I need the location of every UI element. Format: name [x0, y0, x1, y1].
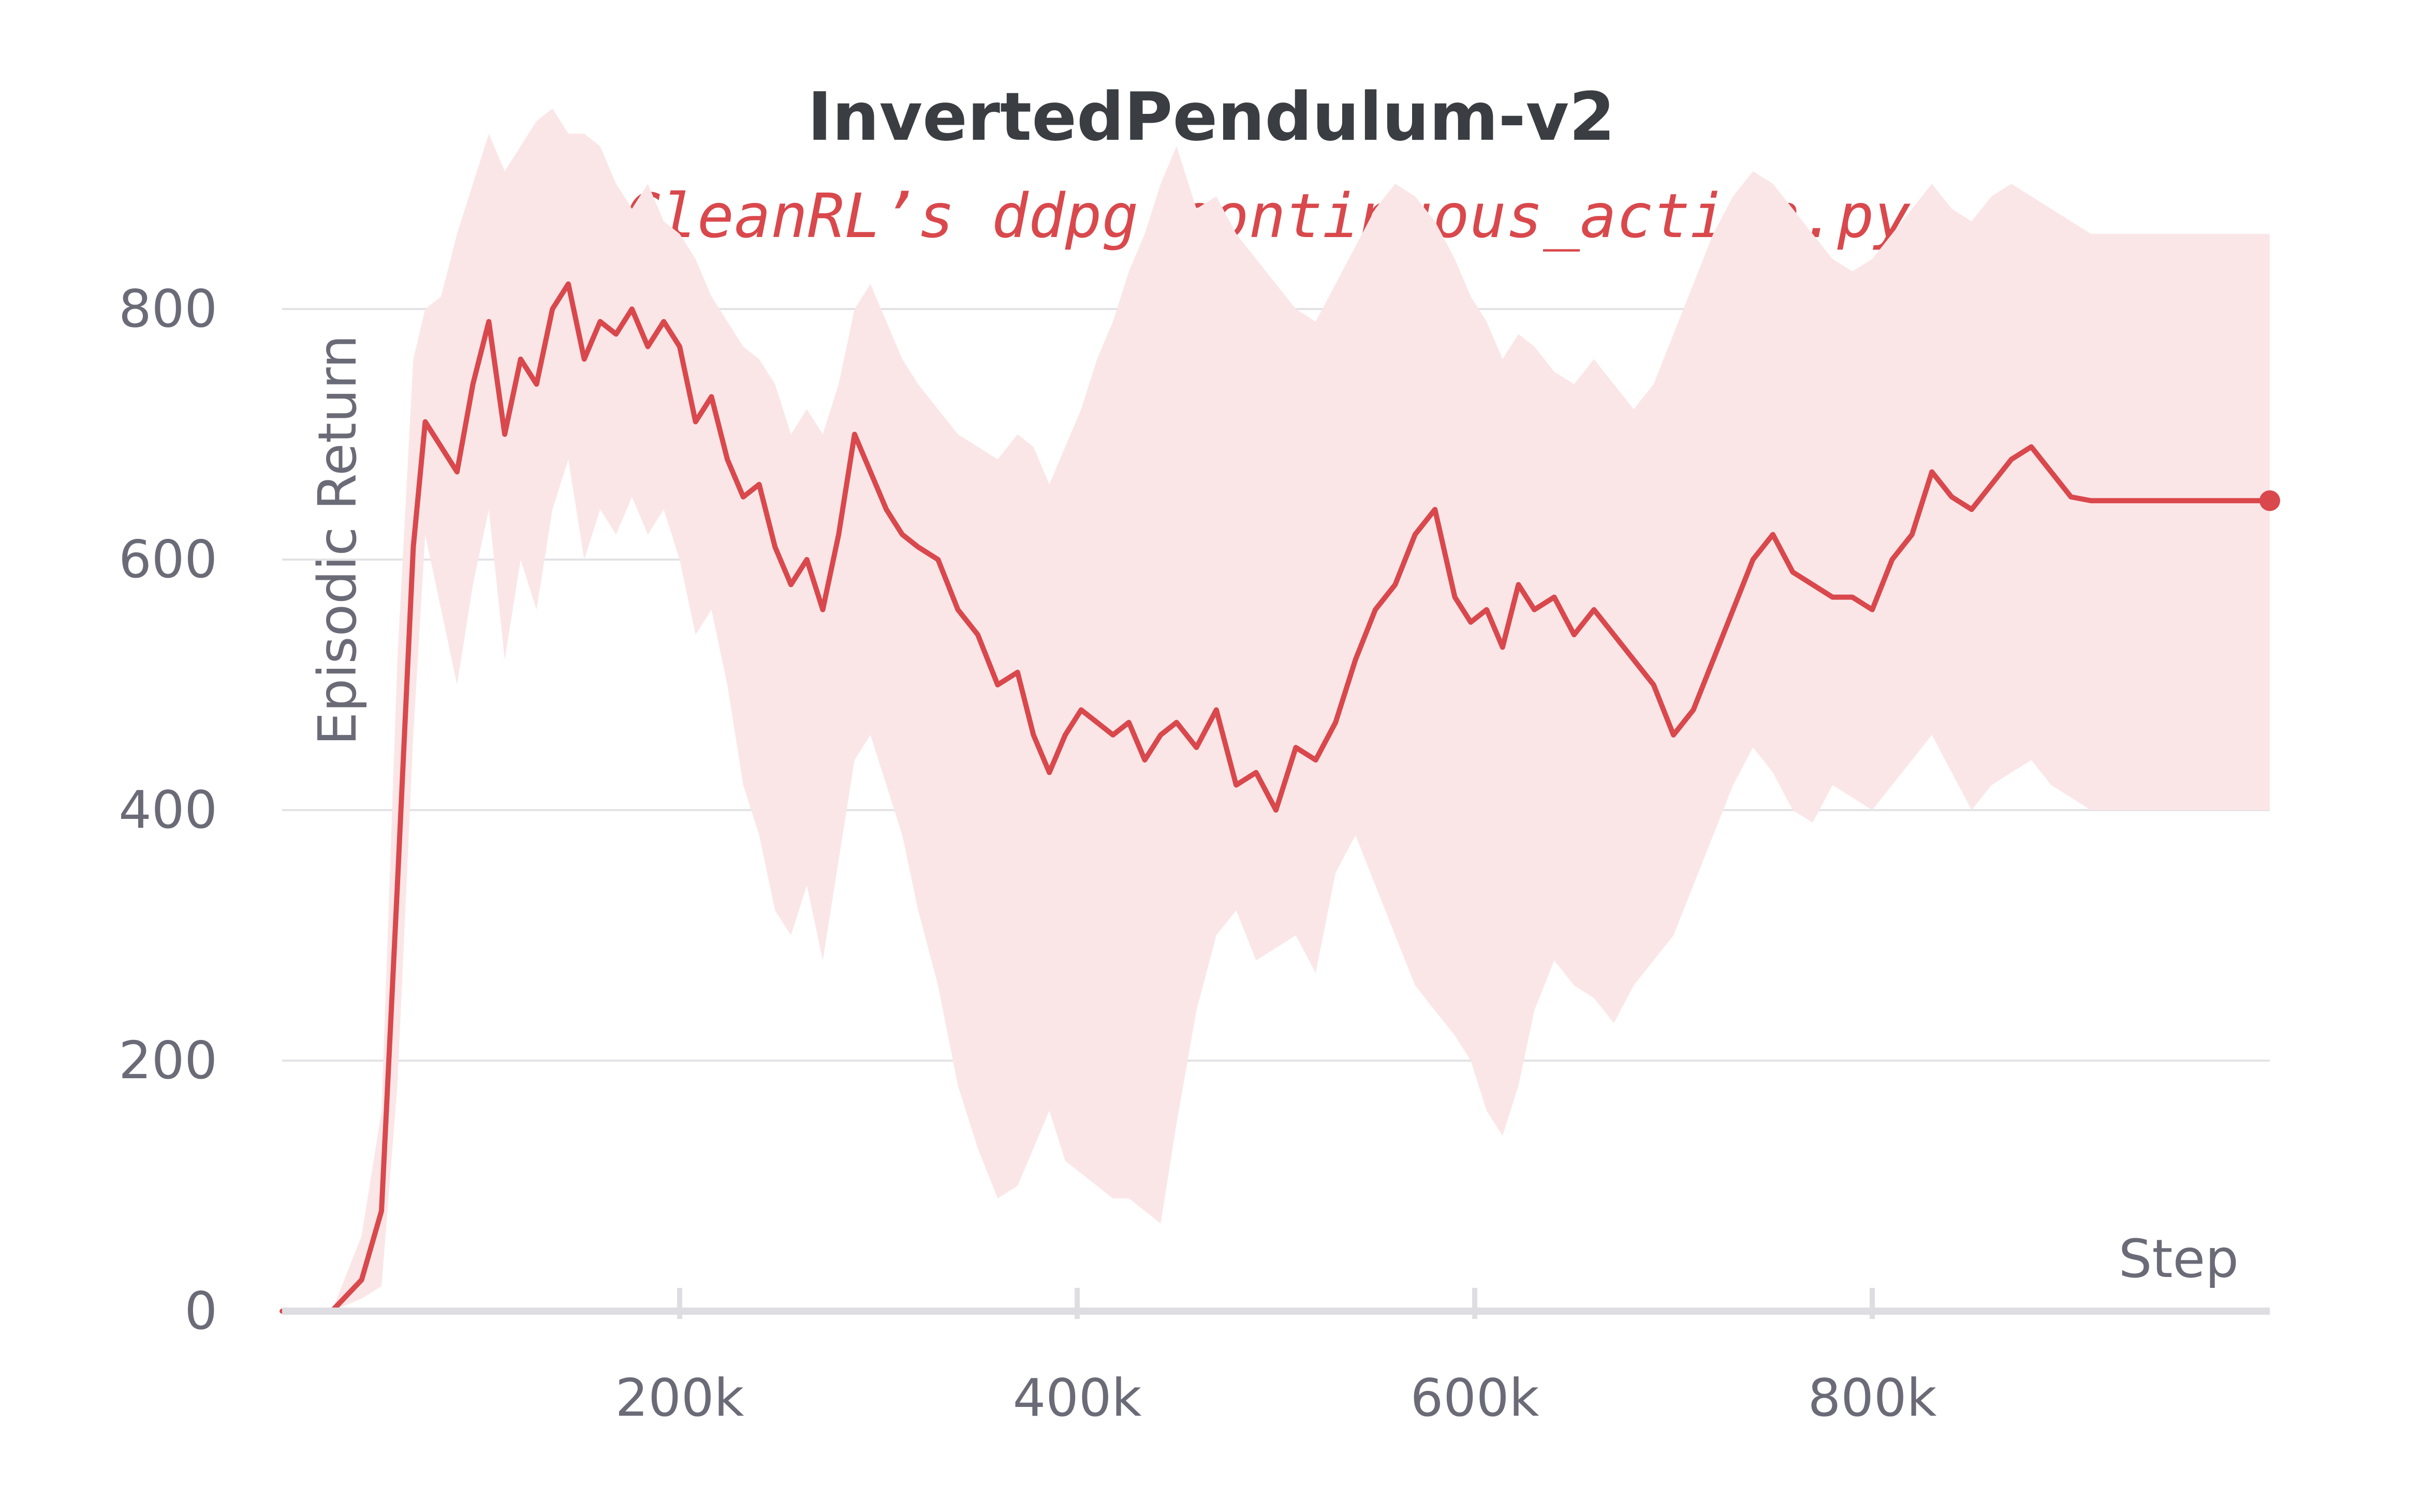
y-tick-label: 800: [119, 278, 217, 339]
y-tick-label: 400: [119, 780, 217, 840]
x-tick-label: 200k: [615, 1368, 744, 1428]
chart-title: InvertedPendulum-v2: [807, 79, 1615, 156]
legend: CleanRL’s ddpg_continuous_action.py: [533, 180, 1911, 252]
x-tick-label: 600k: [1411, 1368, 1539, 1428]
confidence-band: [282, 108, 2270, 1311]
y-tick-label: 200: [119, 1030, 217, 1091]
series-line-group: [280, 281, 2280, 1314]
x-tick-label: 800k: [1808, 1368, 1937, 1428]
x-tick-label: 400k: [1013, 1368, 1142, 1428]
x-axis-label: Step: [2119, 1228, 2239, 1290]
y-axis-label: Episodic Return: [307, 335, 369, 745]
axes: [282, 1288, 2270, 1319]
y-tick-label: 0: [184, 1281, 217, 1341]
tick-labels: 0 200 400 600 800 200k 400k 600k 800k: [119, 278, 1936, 1428]
confidence-band-area: [282, 108, 2270, 1311]
series-end-point: [2259, 490, 2280, 511]
y-tick-label: 600: [119, 529, 217, 590]
series-line: [280, 281, 2272, 1314]
legend-label: CleanRL’s ddpg_continuous_action.py: [624, 180, 1911, 252]
